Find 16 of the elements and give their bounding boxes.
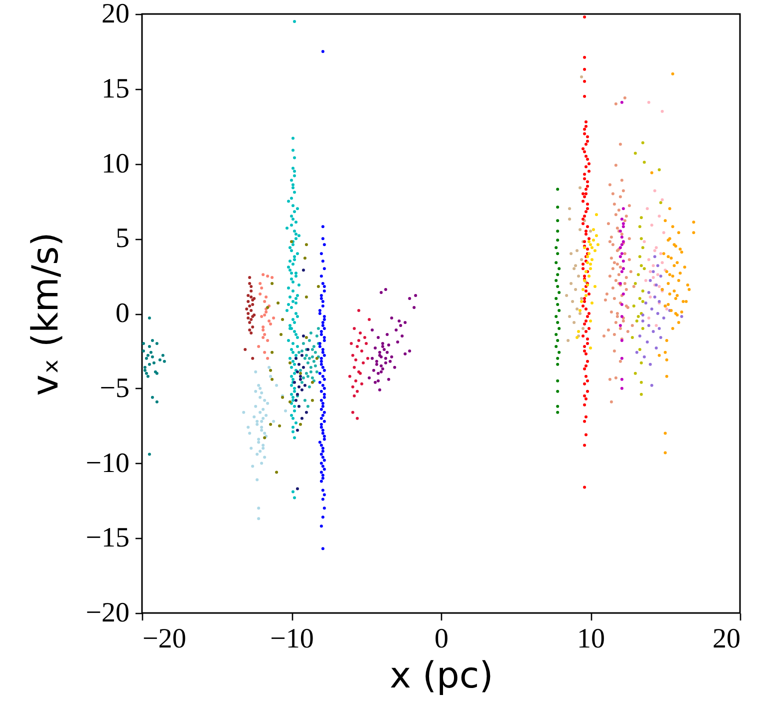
y-tick-label: −10 <box>86 448 130 479</box>
y-tick-label: −20 <box>86 598 130 628</box>
x-tick-label: 20 <box>712 624 740 654</box>
y-tick-label: −15 <box>86 522 130 554</box>
x-tick-label: 10 <box>577 624 605 654</box>
x-tick-label: −10 <box>270 624 314 654</box>
y-tick-label: 10 <box>102 148 130 180</box>
y-tick-label: 5 <box>116 223 130 254</box>
y-tick-label: 15 <box>102 73 130 104</box>
x-axis-title: x (pc) <box>390 656 494 696</box>
x-tick-label: 0 <box>434 624 448 654</box>
x-tick-label: −20 <box>142 624 186 654</box>
y-tick-label: 0 <box>116 298 130 329</box>
y-axis-title: vₓ (km/s) <box>26 232 67 396</box>
y-tick-label: 20 <box>102 0 130 30</box>
y-tick-label: −5 <box>100 372 130 404</box>
